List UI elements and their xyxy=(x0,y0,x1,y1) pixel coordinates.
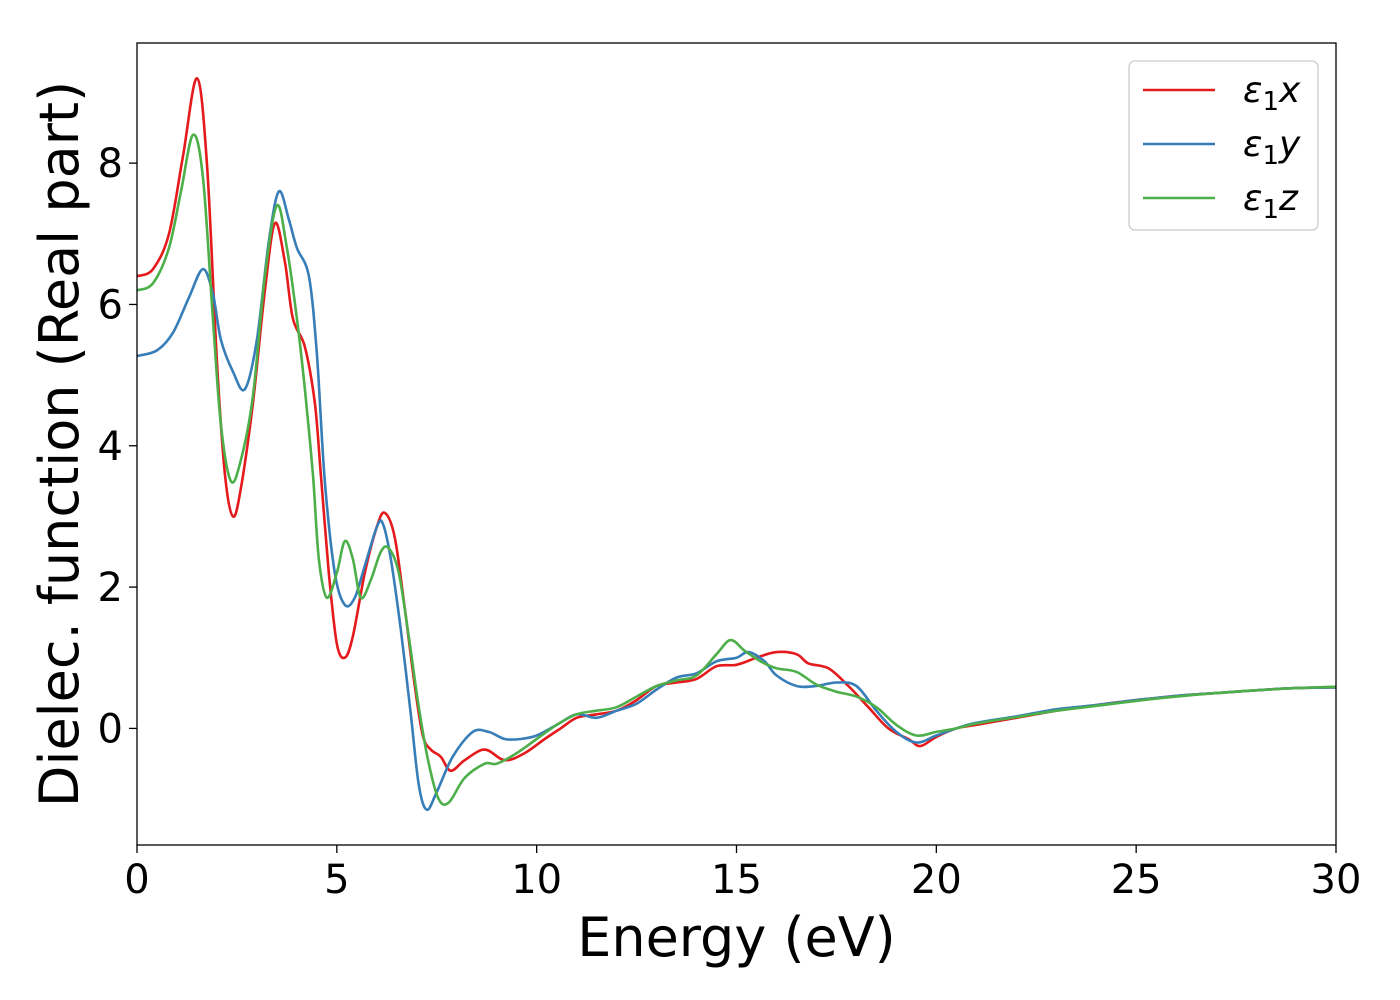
x-tick-label: 25 xyxy=(1111,857,1162,903)
y-tick-label: 0 xyxy=(98,706,123,752)
series-line-z xyxy=(137,133,1336,807)
x-tick-label: 20 xyxy=(911,857,962,903)
y-tick-label: 4 xyxy=(98,424,123,470)
x-tick-label: 10 xyxy=(511,857,562,903)
legend-label-z: ε1z xyxy=(1243,178,1299,225)
series-line-y xyxy=(137,189,1336,811)
x-tick-label: 30 xyxy=(1311,857,1362,903)
legend-label-x: ε1x xyxy=(1243,70,1301,117)
legend-label-y: ε1y xyxy=(1243,124,1301,171)
y-tick-label: 6 xyxy=(98,282,123,328)
y-axis-label: Dielec. function (Real part) xyxy=(28,81,91,807)
series-layer xyxy=(137,76,1336,811)
y-tick-label: 2 xyxy=(98,565,123,611)
y-tick-label: 8 xyxy=(98,141,123,187)
x-axis-label: Energy (eV) xyxy=(577,906,896,969)
legend: ε1x ε1y ε1z xyxy=(1128,60,1319,231)
x-axis: 0 5 10 15 20 25 30 xyxy=(124,845,1361,903)
x-tick-label: 15 xyxy=(711,857,762,903)
legend-box xyxy=(1128,60,1319,231)
x-tick-label: 0 xyxy=(124,857,149,903)
x-tick-label: 5 xyxy=(324,857,349,903)
y-axis: 0 2 4 6 8 xyxy=(98,141,137,752)
